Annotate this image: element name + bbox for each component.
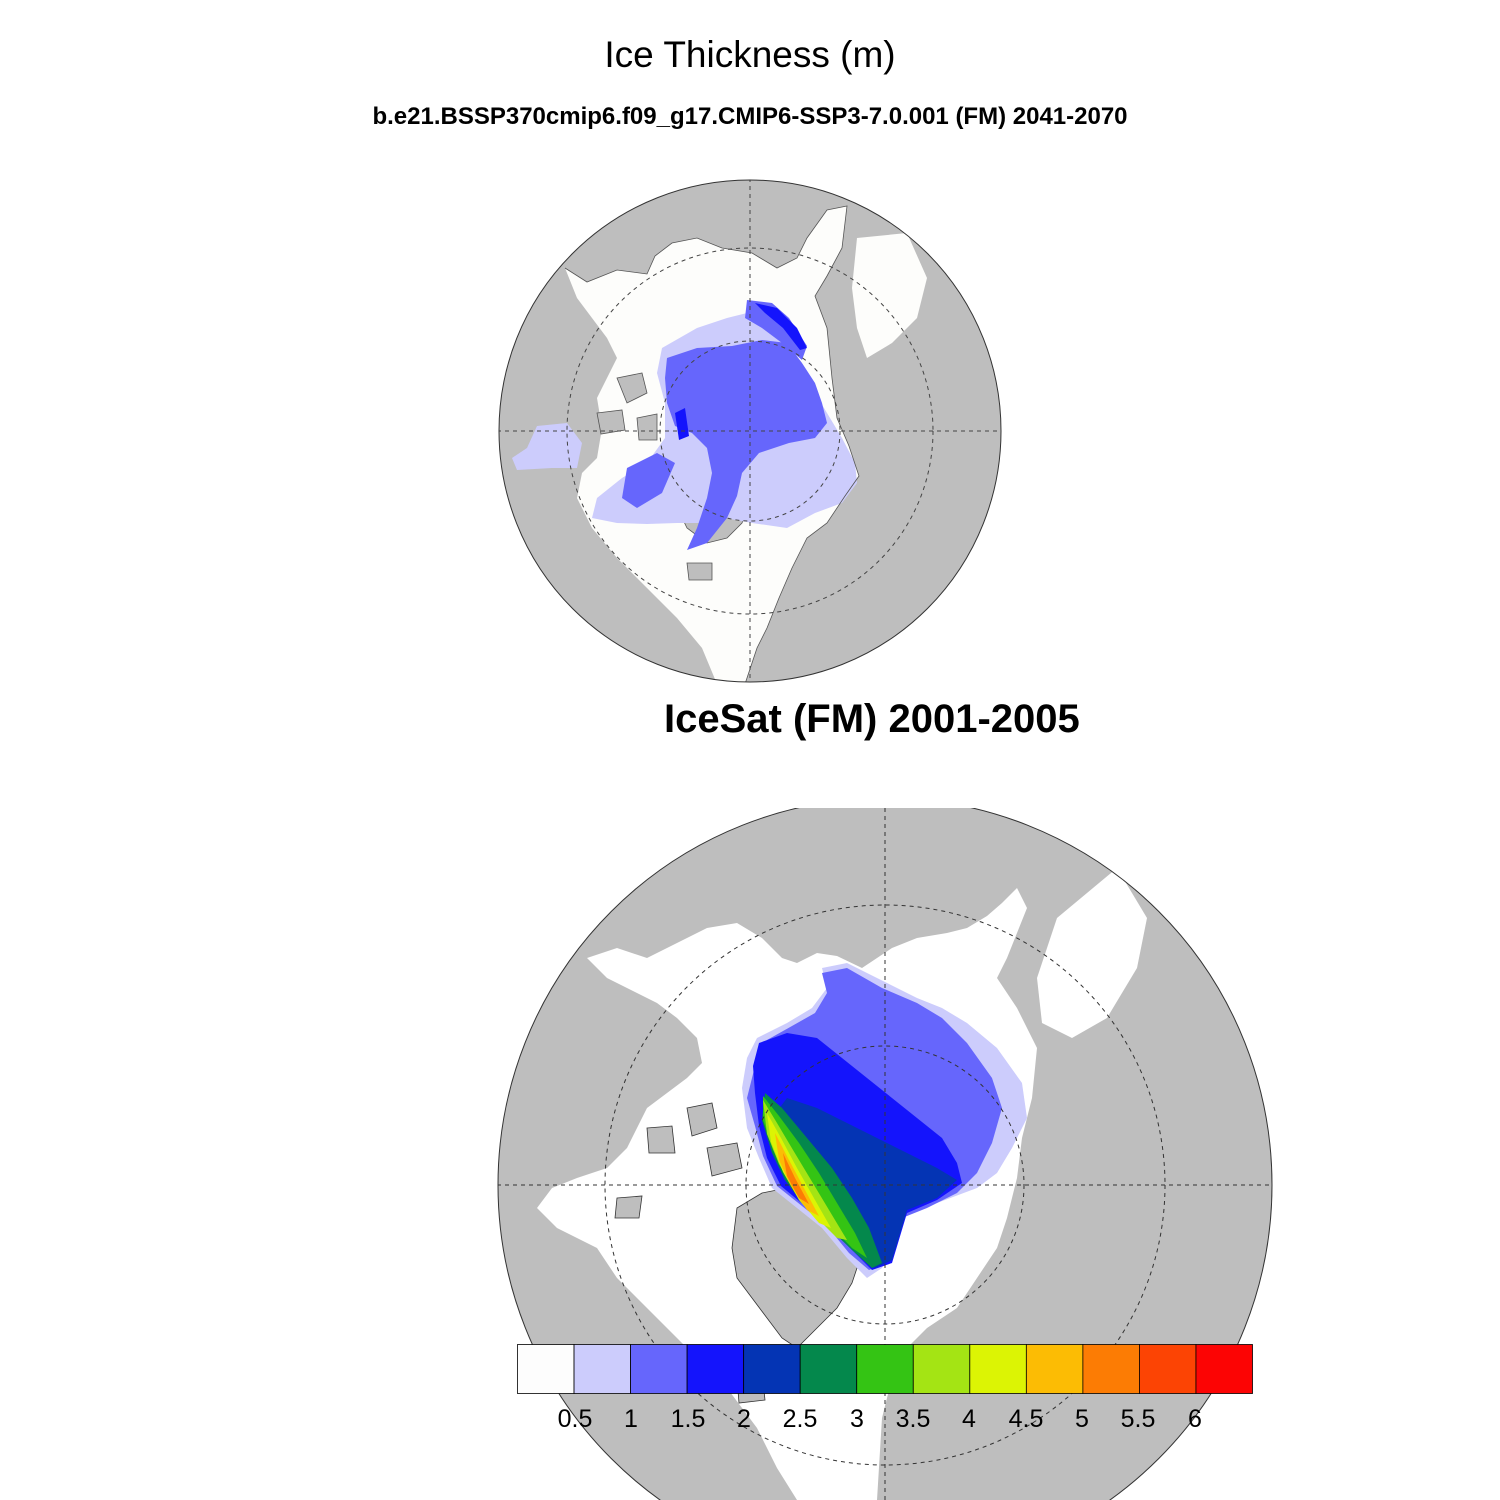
colorbar-box <box>1139 1344 1197 1394</box>
colorbar-box <box>799 1344 858 1394</box>
ice-medium <box>665 340 827 550</box>
archipelago-land <box>614 1195 643 1219</box>
colorbar-label: 4.5 <box>1008 1405 1044 1433</box>
ice-thick <box>675 408 689 440</box>
ice-3-5m <box>763 1096 867 1258</box>
ocean-area <box>852 233 927 358</box>
colorbar-box <box>1025 1344 1084 1394</box>
colorbar-box <box>573 1344 631 1394</box>
colorbar-box <box>912 1344 971 1394</box>
ice-medium <box>622 453 675 508</box>
colorbar-label: 2.5 <box>782 1405 818 1433</box>
colorbar <box>517 1344 1253 1394</box>
colorbar-label: 3 <box>850 1405 864 1433</box>
ice-medium <box>745 300 807 360</box>
ice-thick <box>755 303 807 350</box>
colorbar-label: 5 <box>1075 1405 1089 1433</box>
archipelago-land <box>686 1102 718 1137</box>
colorbar-box <box>743 1344 801 1394</box>
colorbar-box <box>969 1344 1027 1394</box>
ice-2-5m <box>772 1098 957 1268</box>
colorbar-box <box>1082 1344 1140 1394</box>
panel1-polar-map <box>498 179 1002 683</box>
archipelago-land <box>596 409 626 435</box>
ocean-area <box>1037 868 1147 1038</box>
coastline <box>564 205 860 682</box>
archipelago-land <box>616 372 648 404</box>
figure-title: Ice Thickness (m) <box>604 34 896 75</box>
archipelago-land <box>706 1142 743 1177</box>
colorbar-labels: 0.5 1 1.5 2 2.5 3 3.5 4 4.5 5 5.5 6 <box>0 1405 1500 1437</box>
archipelago-land <box>636 413 658 441</box>
ice-4-5m <box>767 1113 831 1228</box>
colorbar-box <box>1195 1344 1253 1394</box>
colorbar-label: 4 <box>962 1405 976 1433</box>
colorbar-label: 1 <box>624 1405 638 1433</box>
colorbar-box <box>517 1344 575 1394</box>
colorbar-label: 2 <box>737 1405 751 1433</box>
colorbar-box <box>686 1344 745 1394</box>
map-border <box>497 808 1273 1500</box>
ice-thin <box>512 423 582 470</box>
colorbar-label: 1.5 <box>670 1405 706 1433</box>
panel2-title: IceSat (FM) 2001-2005 <box>664 697 1080 741</box>
archipelago-land <box>646 1125 676 1154</box>
archipelago-land <box>686 562 713 581</box>
colorbar-label: 3.5 <box>895 1405 931 1433</box>
colorbar-label: 6 <box>1188 1405 1202 1433</box>
colorbar-label: 5.5 <box>1120 1405 1156 1433</box>
ice-4m <box>763 1100 847 1240</box>
colorbar-box <box>630 1344 688 1394</box>
panel1-subtitle: b.e21.BSSP370cmip6.f09_g17.CMIP6-SSP3-7.… <box>372 103 1128 130</box>
panel2-polar-map <box>497 808 1273 1500</box>
map-border <box>498 179 1002 683</box>
colorbar-box <box>856 1344 914 1394</box>
colorbar-label: 0.5 <box>557 1405 593 1433</box>
graticule <box>499 180 1001 682</box>
